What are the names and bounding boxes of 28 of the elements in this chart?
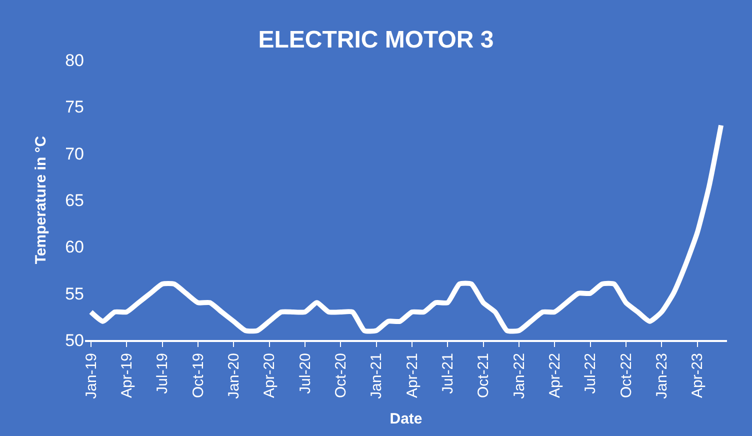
- y-tick-label: 60: [65, 238, 84, 257]
- x-tick-label: Apr-19: [118, 353, 136, 398]
- y-tick-label: 50: [65, 330, 84, 350]
- y-tick-label: 65: [65, 190, 84, 210]
- y-tick-label: 75: [65, 98, 84, 117]
- x-tick-label: Apr-23: [689, 353, 706, 398]
- x-tick-label: Oct-19: [190, 353, 207, 398]
- x-tick-label: Oct-21: [475, 353, 492, 398]
- x-tick-label: Jul-21: [439, 353, 456, 394]
- x-axis-title: Date: [390, 410, 422, 428]
- x-tick-label: Apr-22: [546, 353, 564, 398]
- x-tick-label: Oct-20: [332, 353, 350, 398]
- x-tick-label: Jul-22: [582, 353, 600, 394]
- x-tick-label: Oct-22: [618, 353, 635, 398]
- x-tick-label: Jul-20: [296, 353, 314, 394]
- x-tick-label: Jul-19: [154, 353, 172, 394]
- x-tick-label: Jan-22: [510, 353, 528, 399]
- y-axis-title: Temperature in °C: [32, 136, 50, 264]
- x-tick-label: Jan-21: [368, 353, 386, 399]
- x-tick-label: Jan-23: [653, 353, 670, 399]
- x-tick-label: Jan-20: [225, 353, 242, 399]
- chart-title: ELECTRIC MOTOR 3: [258, 26, 494, 54]
- y-tick-label: 55: [65, 284, 84, 304]
- x-tick-label: Apr-21: [404, 353, 421, 398]
- y-tick-label: 80: [65, 50, 84, 70]
- x-tick-label: Jan-19: [82, 353, 100, 399]
- y-tick-label: 70: [65, 144, 84, 164]
- x-tick-label: Apr-20: [261, 353, 278, 398]
